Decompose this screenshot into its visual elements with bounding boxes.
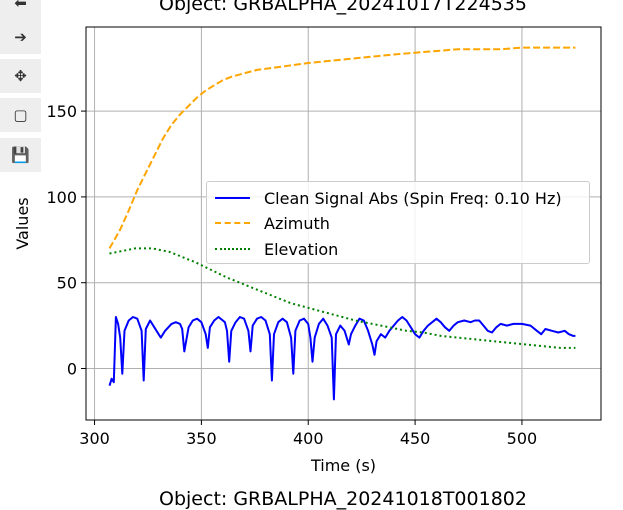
- y-tick-label: 50: [57, 274, 77, 293]
- legend-label-elevation: Elevation: [264, 239, 339, 259]
- y-tick-label: 0: [67, 360, 77, 379]
- x-tick-label: 500: [507, 429, 538, 448]
- axis-ticks: 300 350 400 450 500 0 50 100 150: [46, 102, 537, 448]
- x-tick-label: 350: [186, 429, 217, 448]
- x-tick-label: 450: [400, 429, 431, 448]
- legend-label-clean-signal: Clean Signal Abs (Spin Freq: 0.10 Hz): [264, 188, 562, 208]
- y-tick-label: 100: [46, 188, 77, 207]
- axes-frame: [85, 26, 602, 421]
- forward-arrow-icon: ➔: [14, 28, 27, 46]
- legend-swatch-azimuth: [215, 222, 250, 224]
- legend-swatch-elevation: [215, 248, 250, 250]
- back-arrow-icon: ⬅: [14, 0, 27, 12]
- forward-button[interactable]: ➔: [0, 20, 41, 54]
- series-lines: [108, 46, 576, 401]
- chart-area: 300 350 400 450 500 0 50 100 150 Time (s) Values: [13, 26, 602, 475]
- zoom-rectangle-icon: ▢: [13, 106, 28, 124]
- back-button[interactable]: ⬅: [0, 0, 41, 20]
- move-icon: ✥: [14, 67, 27, 85]
- save-icon: 💾: [11, 146, 30, 164]
- x-axis-label: Time (s): [310, 456, 376, 475]
- y-axis-label: Values: [13, 197, 32, 249]
- x-tick-label: 300: [79, 429, 110, 448]
- series-line-1: [108, 46, 576, 249]
- zoom-button[interactable]: ▢: [0, 98, 41, 132]
- legend-item-clean-signal: Clean Signal Abs (Spin Freq: 0.10 Hz): [215, 187, 562, 209]
- series-line-0: [108, 316, 576, 401]
- chart-legend: Clean Signal Abs (Spin Freq: 0.10 Hz) Az…: [206, 181, 590, 264]
- x-tick-label: 400: [293, 429, 324, 448]
- chart-title: Object: GRBALPHA_20241017T224535: [159, 0, 527, 15]
- next-chart-title: Object: GRBALPHA_20241018T001802: [159, 488, 527, 510]
- legend-item-elevation: Elevation: [215, 238, 338, 260]
- legend-item-azimuth: Azimuth: [215, 212, 330, 234]
- pan-button[interactable]: ✥: [0, 59, 41, 93]
- legend-label-azimuth: Azimuth: [264, 213, 330, 233]
- save-button[interactable]: 💾: [0, 138, 41, 172]
- y-tick-label: 150: [46, 102, 77, 121]
- series-line-2: [109, 247, 576, 349]
- legend-swatch-clean-signal: [215, 197, 250, 199]
